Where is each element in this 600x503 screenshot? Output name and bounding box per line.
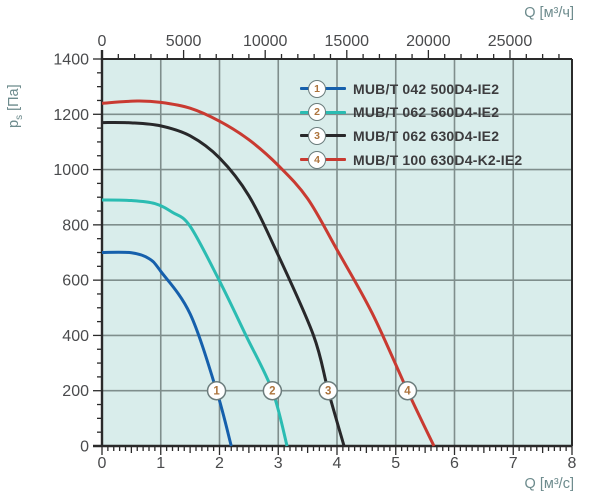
curve-4 — [101, 99, 436, 447]
left-tick-label: 0 — [80, 439, 89, 456]
left-tick-label: 400 — [62, 328, 89, 345]
top-tick-label: 5000 — [166, 33, 202, 50]
legend-label-4: MUB/T 100 630D4-K2-IE2 — [353, 151, 523, 168]
legend-line-1: 1 — [300, 79, 346, 98]
legend-label-1: MUB/T 042 500D4-IE2 — [353, 80, 500, 97]
legend: 1 MUB/T 042 500D4-IE2 2 MUB/T 062 560D4-… — [300, 77, 522, 171]
top-tick-label: 25000 — [488, 33, 533, 50]
left-tick-label: 1400 — [53, 52, 89, 69]
legend-label-2: MUB/T 062 560D4-IE2 — [353, 104, 500, 121]
legend-marker-4: 4 — [308, 150, 326, 169]
top-tick-label: 10000 — [243, 33, 288, 50]
legend-item-1: 1 MUB/T 042 500D4-IE2 — [300, 77, 522, 101]
top-tick-label: 15000 — [325, 33, 370, 50]
top-tick-label: 0 — [98, 33, 107, 50]
curve-marker-number-3: 3 — [325, 386, 331, 398]
bottom-tick-label: 5 — [391, 455, 400, 472]
curve-marker-number-4: 4 — [404, 386, 411, 398]
bottom-tick-label: 0 — [98, 455, 107, 472]
bottom-tick-label: 4 — [333, 455, 342, 472]
left-tick-label: 800 — [62, 217, 89, 234]
left-axis-title: ps [Па] — [6, 84, 25, 128]
top-tick-label: 20000 — [406, 33, 451, 50]
left-tick-label: 1200 — [53, 107, 89, 124]
curve-marker-number-1: 1 — [213, 386, 220, 398]
left-axis-title-subscript: s — [13, 114, 25, 120]
bottom-tick-label: 2 — [215, 455, 224, 472]
top-axis-title: Q [м³/ч] — [524, 5, 574, 21]
legend-line-4: 4 — [300, 150, 346, 169]
bottom-tick-label: 8 — [568, 455, 577, 472]
legend-item-4: 4 MUB/T 100 630D4-K2-IE2 — [300, 148, 522, 172]
curve-marker-circle-1 — [206, 380, 227, 401]
curve-2 — [101, 198, 289, 447]
legend-label-3: MUB/T 062 630D4-IE2 — [353, 127, 500, 144]
legend-marker-2: 2 — [308, 103, 326, 122]
curve-3 — [101, 121, 346, 447]
bottom-tick-label: 7 — [509, 455, 518, 472]
left-tick-label: 200 — [62, 383, 89, 400]
left-tick-label: 600 — [62, 273, 89, 290]
legend-line-3: 3 — [300, 126, 346, 145]
bottom-tick-label: 1 — [156, 455, 165, 472]
legend-marker-1: 1 — [308, 79, 326, 98]
legend-item-2: 2 MUB/T 062 560D4-IE2 — [300, 101, 522, 125]
curve-marker-circle-3 — [318, 380, 338, 401]
curve-marker-number-2: 2 — [269, 386, 275, 398]
curve-marker-circle-4 — [397, 380, 418, 401]
left-axis-title-symbol: p — [6, 119, 22, 128]
bottom-tick-label: 6 — [450, 455, 459, 472]
bottom-axis-title: Q [м³/с] — [524, 476, 574, 492]
left-axis-title-unit: [Па] — [6, 84, 22, 111]
legend-line-2: 2 — [300, 103, 346, 122]
curve-marker-circle-2 — [262, 380, 283, 401]
left-tick-label: 1000 — [53, 162, 89, 179]
legend-item-3: 3 MUB/T 062 630D4-IE2 — [300, 124, 522, 148]
bottom-tick-label: 3 — [274, 455, 283, 472]
legend-marker-3: 3 — [308, 126, 326, 145]
